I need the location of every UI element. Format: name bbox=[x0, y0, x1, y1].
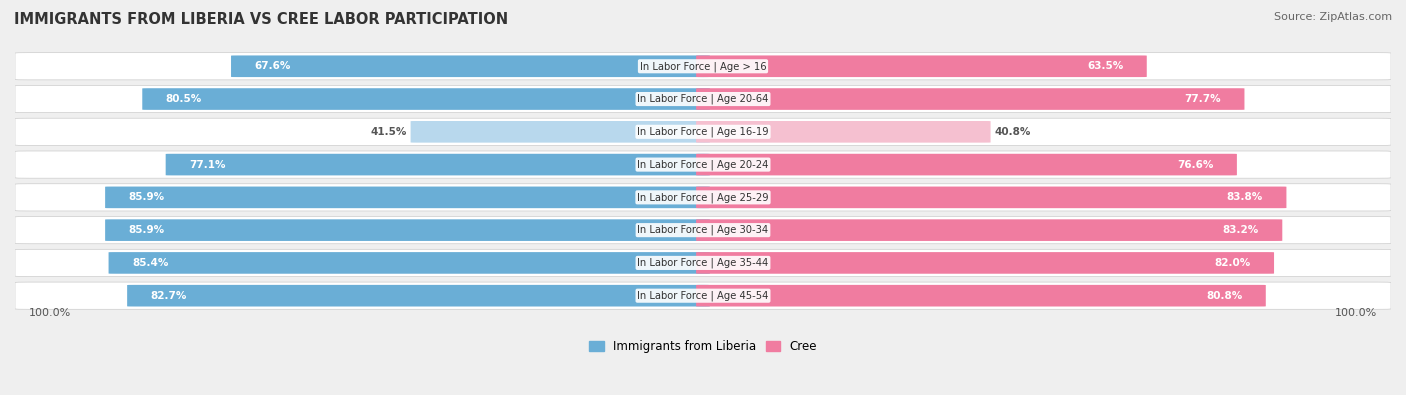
Text: In Labor Force | Age 25-29: In Labor Force | Age 25-29 bbox=[637, 192, 769, 203]
Text: 77.1%: 77.1% bbox=[188, 160, 225, 169]
Text: 83.2%: 83.2% bbox=[1223, 225, 1258, 235]
FancyBboxPatch shape bbox=[15, 53, 1391, 80]
Text: 77.7%: 77.7% bbox=[1184, 94, 1220, 104]
Text: 85.9%: 85.9% bbox=[128, 192, 165, 202]
Text: In Labor Force | Age 45-54: In Labor Force | Age 45-54 bbox=[637, 290, 769, 301]
Text: In Labor Force | Age > 16: In Labor Force | Age > 16 bbox=[640, 61, 766, 71]
FancyBboxPatch shape bbox=[696, 252, 1274, 274]
FancyBboxPatch shape bbox=[696, 121, 991, 143]
FancyBboxPatch shape bbox=[696, 154, 1237, 175]
Text: 63.5%: 63.5% bbox=[1087, 61, 1123, 71]
FancyBboxPatch shape bbox=[696, 219, 1282, 241]
FancyBboxPatch shape bbox=[15, 216, 1391, 244]
FancyBboxPatch shape bbox=[127, 285, 710, 307]
Text: 82.0%: 82.0% bbox=[1215, 258, 1251, 268]
FancyBboxPatch shape bbox=[696, 285, 1265, 307]
FancyBboxPatch shape bbox=[15, 118, 1391, 145]
Text: 85.4%: 85.4% bbox=[132, 258, 169, 268]
Text: IMMIGRANTS FROM LIBERIA VS CREE LABOR PARTICIPATION: IMMIGRANTS FROM LIBERIA VS CREE LABOR PA… bbox=[14, 12, 508, 27]
FancyBboxPatch shape bbox=[166, 154, 710, 175]
Text: 100.0%: 100.0% bbox=[1334, 308, 1378, 318]
FancyBboxPatch shape bbox=[15, 282, 1391, 309]
Text: In Labor Force | Age 20-64: In Labor Force | Age 20-64 bbox=[637, 94, 769, 104]
Text: 83.8%: 83.8% bbox=[1227, 192, 1263, 202]
FancyBboxPatch shape bbox=[15, 249, 1391, 276]
Text: 82.7%: 82.7% bbox=[150, 291, 187, 301]
Text: 76.6%: 76.6% bbox=[1177, 160, 1213, 169]
Legend: Immigrants from Liberia, Cree: Immigrants from Liberia, Cree bbox=[585, 335, 821, 358]
Text: 85.9%: 85.9% bbox=[128, 225, 165, 235]
Text: In Labor Force | Age 30-34: In Labor Force | Age 30-34 bbox=[637, 225, 769, 235]
Text: 40.8%: 40.8% bbox=[994, 127, 1031, 137]
Text: 80.5%: 80.5% bbox=[166, 94, 202, 104]
FancyBboxPatch shape bbox=[142, 88, 710, 110]
FancyBboxPatch shape bbox=[108, 252, 710, 274]
FancyBboxPatch shape bbox=[105, 219, 710, 241]
Text: 100.0%: 100.0% bbox=[28, 308, 72, 318]
FancyBboxPatch shape bbox=[411, 121, 710, 143]
FancyBboxPatch shape bbox=[696, 88, 1244, 110]
Text: 41.5%: 41.5% bbox=[370, 127, 406, 137]
Text: In Labor Force | Age 16-19: In Labor Force | Age 16-19 bbox=[637, 126, 769, 137]
FancyBboxPatch shape bbox=[696, 186, 1286, 208]
Text: 67.6%: 67.6% bbox=[254, 61, 291, 71]
Text: In Labor Force | Age 20-24: In Labor Force | Age 20-24 bbox=[637, 159, 769, 170]
FancyBboxPatch shape bbox=[15, 85, 1391, 113]
Text: In Labor Force | Age 35-44: In Labor Force | Age 35-44 bbox=[637, 258, 769, 268]
Text: 80.8%: 80.8% bbox=[1206, 291, 1243, 301]
FancyBboxPatch shape bbox=[105, 186, 710, 208]
FancyBboxPatch shape bbox=[15, 151, 1391, 178]
FancyBboxPatch shape bbox=[15, 184, 1391, 211]
FancyBboxPatch shape bbox=[696, 55, 1147, 77]
FancyBboxPatch shape bbox=[231, 55, 710, 77]
Text: Source: ZipAtlas.com: Source: ZipAtlas.com bbox=[1274, 12, 1392, 22]
